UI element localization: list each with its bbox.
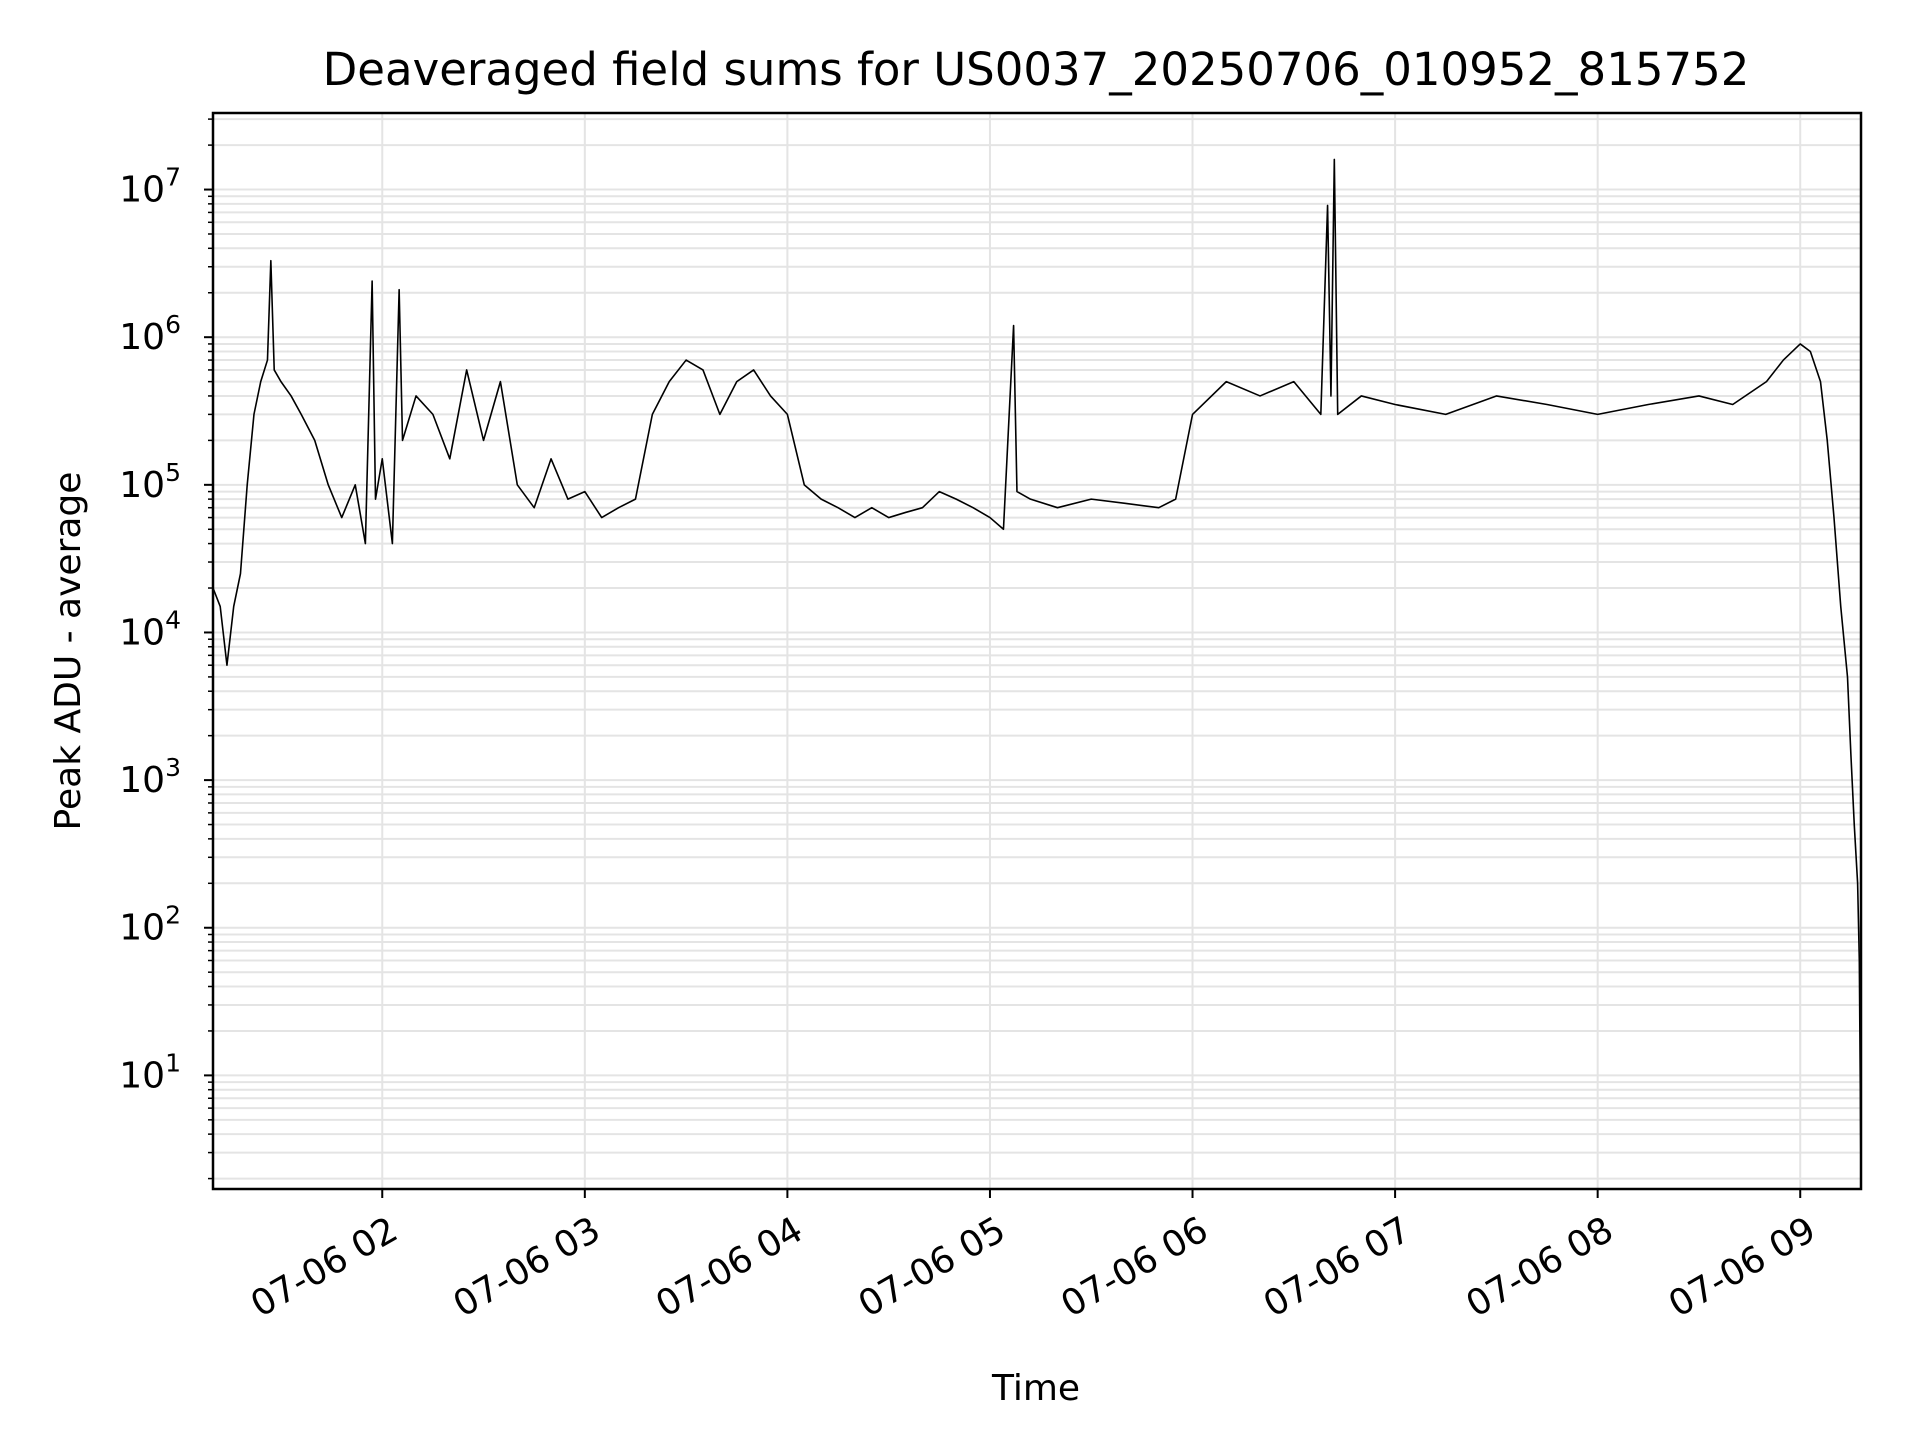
y-axis-label: Peak ADU - average	[48, 472, 89, 831]
x-tick-label: 07-06 09	[1662, 1209, 1823, 1325]
plot-area-frame	[211, 111, 1863, 1191]
y-axis: 101 102 103 104 105 106 107	[119, 118, 213, 1180]
x-tick-label: 07-06 06	[1054, 1209, 1215, 1325]
y-tick-label: 103	[119, 753, 181, 801]
y-tick-label: 101	[119, 1048, 181, 1096]
y-tick-label: 107	[119, 163, 181, 211]
series-layer	[212, 158, 1862, 1179]
y-tick-label: 106	[119, 310, 181, 358]
series-line	[212, 158, 1862, 1179]
grid-layer	[213, 113, 1861, 1189]
x-tick-label: 07-06 05	[852, 1209, 1013, 1325]
x-tick-label: 07-06 07	[1257, 1209, 1418, 1325]
y-tick-label: 105	[119, 458, 181, 506]
x-tick-label: 07-06 03	[447, 1209, 608, 1325]
x-tick-label: 07-06 04	[649, 1209, 810, 1325]
y-tick-label: 104	[119, 605, 181, 653]
x-tick-label: 07-06 08	[1459, 1209, 1620, 1325]
y-tick-label: 102	[119, 901, 181, 949]
x-tick-label: 07-06 02	[244, 1209, 405, 1325]
x-axis: 07-06 02 07-06 03 07-06 04 07-06 05 07-06 06…	[244, 1189, 1823, 1326]
chart-title: Deaveraged field sums for US0037_2025070…	[323, 43, 1750, 96]
x-axis-label: Time	[991, 1368, 1080, 1409]
